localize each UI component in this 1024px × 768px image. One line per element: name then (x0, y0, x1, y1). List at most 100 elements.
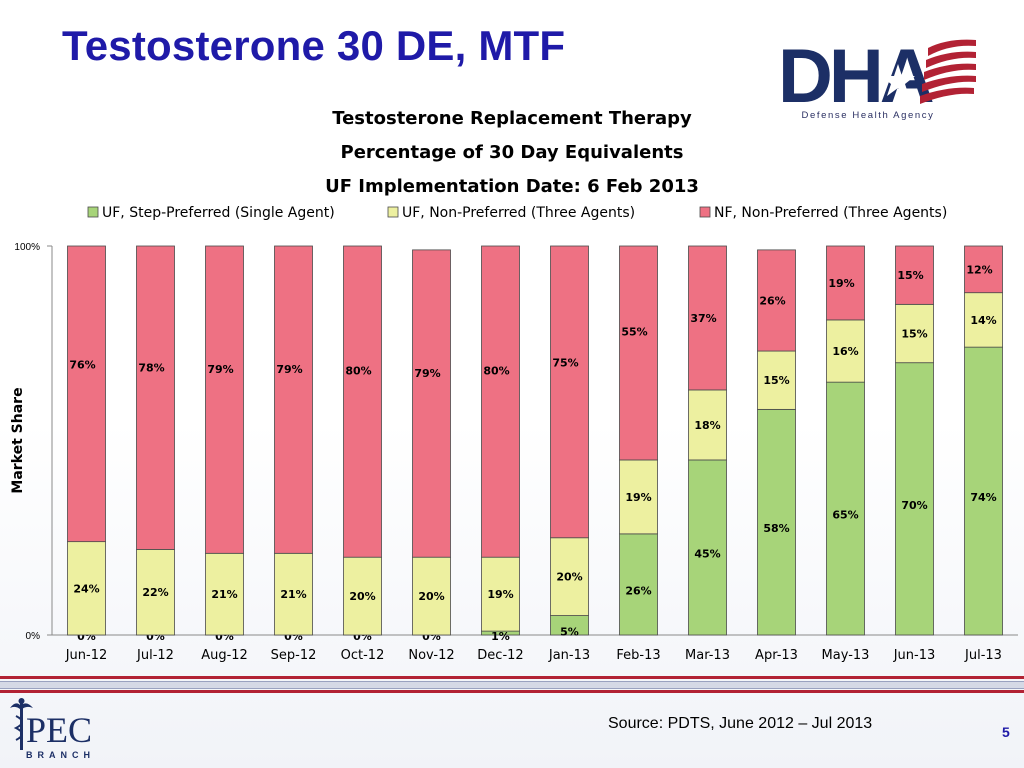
x-tick-label: May-13 (822, 648, 870, 663)
bar-segment (619, 245, 658, 461)
x-tick-label: Apr-13 (755, 648, 798, 663)
legend-swatch (387, 206, 399, 218)
data-label: 58% (763, 522, 789, 535)
data-label: 24% (73, 582, 99, 595)
data-label: 19% (625, 491, 651, 504)
chart-title-line-2: Percentage of 30 Day Equivalents (340, 142, 684, 163)
x-tick-label: Jul-12 (136, 648, 174, 663)
bar-segment (481, 556, 520, 632)
chart-title: Testosterone Replacement Therapy Percent… (262, 102, 762, 204)
legend-entry: NF, Non-Preferred (Three Agents) (714, 205, 947, 221)
bar-segment (757, 350, 796, 410)
data-label: 20% (418, 590, 444, 603)
data-label: 1% (491, 630, 510, 643)
caduceus-icon (10, 698, 33, 750)
bar-segment (757, 249, 796, 352)
data-label: 37% (690, 312, 716, 325)
dha-logo: DHA (778, 34, 976, 119)
bar-segment (481, 245, 520, 558)
bar-segment (895, 245, 934, 305)
pec-logo-text: PEC (26, 710, 92, 750)
data-label: 55% (621, 326, 647, 339)
bar-segment (550, 537, 589, 616)
bar-segment (688, 389, 727, 461)
pec-logo: PEC BRANCH (10, 698, 95, 760)
data-label: 14% (970, 314, 996, 327)
bar-segment (826, 381, 865, 636)
x-tick-label: Jun-13 (893, 648, 936, 663)
data-label: 15% (763, 374, 789, 387)
x-tick-label: Oct-12 (341, 648, 385, 663)
pec-logo-subtitle: BRANCH (26, 750, 95, 760)
data-label: 65% (832, 509, 858, 522)
bar-segment (67, 541, 106, 636)
bar-segment (688, 459, 727, 636)
y-tick-label: 0% (26, 631, 41, 642)
slide-title: Testosterone 30 DE, MTF (62, 22, 566, 69)
dha-star-icon (881, 64, 915, 96)
bar-segment (964, 245, 1003, 294)
chart-title-line-1: Testosterone Replacement Therapy (332, 108, 692, 129)
source-citation: Source: PDTS, June 2012 – Jul 2013 (608, 715, 873, 732)
data-label: 19% (828, 277, 854, 290)
bar-segment (826, 319, 865, 383)
data-label: 79% (207, 363, 233, 376)
x-tick-label: Mar-13 (685, 648, 730, 663)
data-label: 76% (69, 358, 95, 371)
data-label: 79% (276, 363, 302, 376)
bar-segment (619, 459, 658, 535)
bar-segment (964, 292, 1003, 348)
data-label: 78% (138, 361, 164, 374)
x-tick-label: Jun-12 (65, 648, 108, 663)
dha-logo-subtitle: Defense Health Agency (801, 110, 935, 121)
bar-segment (550, 245, 589, 539)
bar-segment (619, 533, 658, 636)
bar-segment (412, 556, 451, 636)
data-label: 79% (414, 367, 440, 380)
data-label: 5% (560, 625, 579, 638)
x-tick-label: Dec-12 (477, 648, 523, 663)
data-label: 21% (211, 588, 237, 601)
bar-segment (895, 303, 934, 364)
x-tick-label: Jan-13 (548, 648, 590, 663)
data-label: 45% (694, 547, 720, 560)
data-label: 20% (349, 590, 375, 603)
bar-segment (274, 552, 313, 636)
stacked-bar-chart: 0%100%Market Share0%24%76%Jun-120%22%78%… (10, 205, 1018, 663)
data-label: 22% (142, 586, 168, 599)
legend-entry: UF, Step-Preferred (Single Agent) (102, 205, 335, 221)
x-tick-label: Aug-12 (201, 648, 248, 663)
data-label: 26% (759, 294, 785, 307)
data-label: 19% (487, 588, 513, 601)
bar-segment (205, 245, 244, 554)
data-label: 80% (345, 364, 371, 377)
x-tick-label: Feb-13 (616, 648, 660, 663)
bar-segment (136, 549, 175, 636)
data-label: 16% (832, 345, 858, 358)
bar-segment (688, 245, 727, 391)
data-label: 18% (694, 419, 720, 432)
data-label: 15% (897, 269, 923, 282)
legend-swatch (699, 206, 711, 218)
data-label: 20% (556, 571, 582, 584)
y-tick-label: 100% (14, 242, 40, 253)
legend-swatch (87, 206, 99, 218)
data-label: 74% (970, 491, 996, 504)
data-label: 26% (625, 584, 651, 597)
bar-segment (67, 245, 106, 543)
data-label: 70% (901, 499, 927, 512)
x-tick-label: Nov-12 (408, 648, 454, 663)
bar-segment (136, 245, 175, 550)
data-label: 15% (901, 328, 927, 341)
chart-title-line-3: UF Implementation Date: 6 Feb 2013 (325, 176, 699, 197)
bar-segment (826, 245, 865, 321)
x-tick-label: Sep-12 (271, 648, 317, 663)
x-tick-label: Jul-13 (964, 648, 1002, 663)
page-number: 5 (1002, 724, 1010, 740)
data-label: 80% (483, 364, 509, 377)
data-label: 12% (966, 263, 992, 276)
footer-divider (0, 676, 1024, 694)
data-label: 21% (280, 588, 306, 601)
bar-segment (274, 245, 313, 554)
bar-segment (343, 245, 382, 558)
